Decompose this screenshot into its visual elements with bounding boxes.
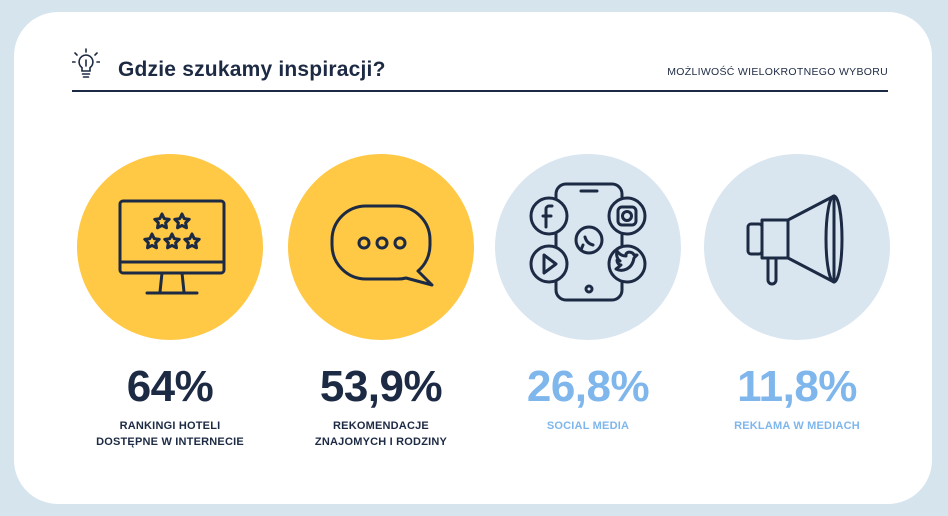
stat-label-line: ZNAJOMYCH I RODZINY <box>314 436 448 448</box>
infographic-card: Gdzie szukamy inspiracji? MOŻLIWOŚĆ WIEL… <box>14 12 932 504</box>
stat-circle <box>495 154 681 340</box>
megaphone-icon <box>746 194 844 286</box>
stat-item-media-ads: 11,8% REKLAMA W MEDIACH <box>687 154 907 454</box>
stat-value: 64% <box>126 362 214 411</box>
stat-circle <box>288 154 474 340</box>
stat-label-line: SOCIAL MEDIA <box>546 420 630 432</box>
monitor-stars-icon <box>118 199 226 295</box>
stat-label: REKOMENDACJE ZNAJOMYCH I RODZINY <box>271 418 491 450</box>
stat-circle <box>77 154 263 340</box>
stat-item-recommendations: 53,9% REKOMENDACJE ZNAJOMYCH I RODZINY <box>271 154 491 454</box>
stat-item-social-media: 26,8% SOCIAL MEDIA <box>478 154 698 454</box>
lightbulb-icon <box>72 48 100 78</box>
stat-label-line: RANKINGI HOTELI <box>119 420 221 432</box>
stat-label: REKLAMA W MEDIACH <box>687 418 907 434</box>
stat-value: 26,8% <box>526 362 650 411</box>
stat-label-line: REKOMENDACJE <box>333 420 429 432</box>
stat-label-line: REKLAMA W MEDIACH <box>734 420 860 432</box>
header: Gdzie szukamy inspiracji? MOŻLIWOŚĆ WIEL… <box>72 44 888 92</box>
speech-bubble-icon <box>330 204 434 287</box>
stat-label-line: DOSTĘPNE W INTERNECIE <box>96 436 244 448</box>
stat-item-hotel-rankings: 64% RANKINGI HOTELI DOSTĘPNE W INTERNECI… <box>60 154 280 454</box>
smartphone-social-icon <box>529 182 647 302</box>
stat-value: 53,9% <box>319 362 443 411</box>
stat-label: RANKINGI HOTELI DOSTĘPNE W INTERNECIE <box>60 418 280 450</box>
page-title: Gdzie szukamy inspiracji? <box>118 58 386 81</box>
multiple-choice-note: MOŻLIWOŚĆ WIELOKROTNEGO WYBORU <box>667 66 888 78</box>
stat-label: SOCIAL MEDIA <box>478 418 698 434</box>
stat-circle <box>704 154 890 340</box>
stat-value: 11,8% <box>737 362 857 411</box>
